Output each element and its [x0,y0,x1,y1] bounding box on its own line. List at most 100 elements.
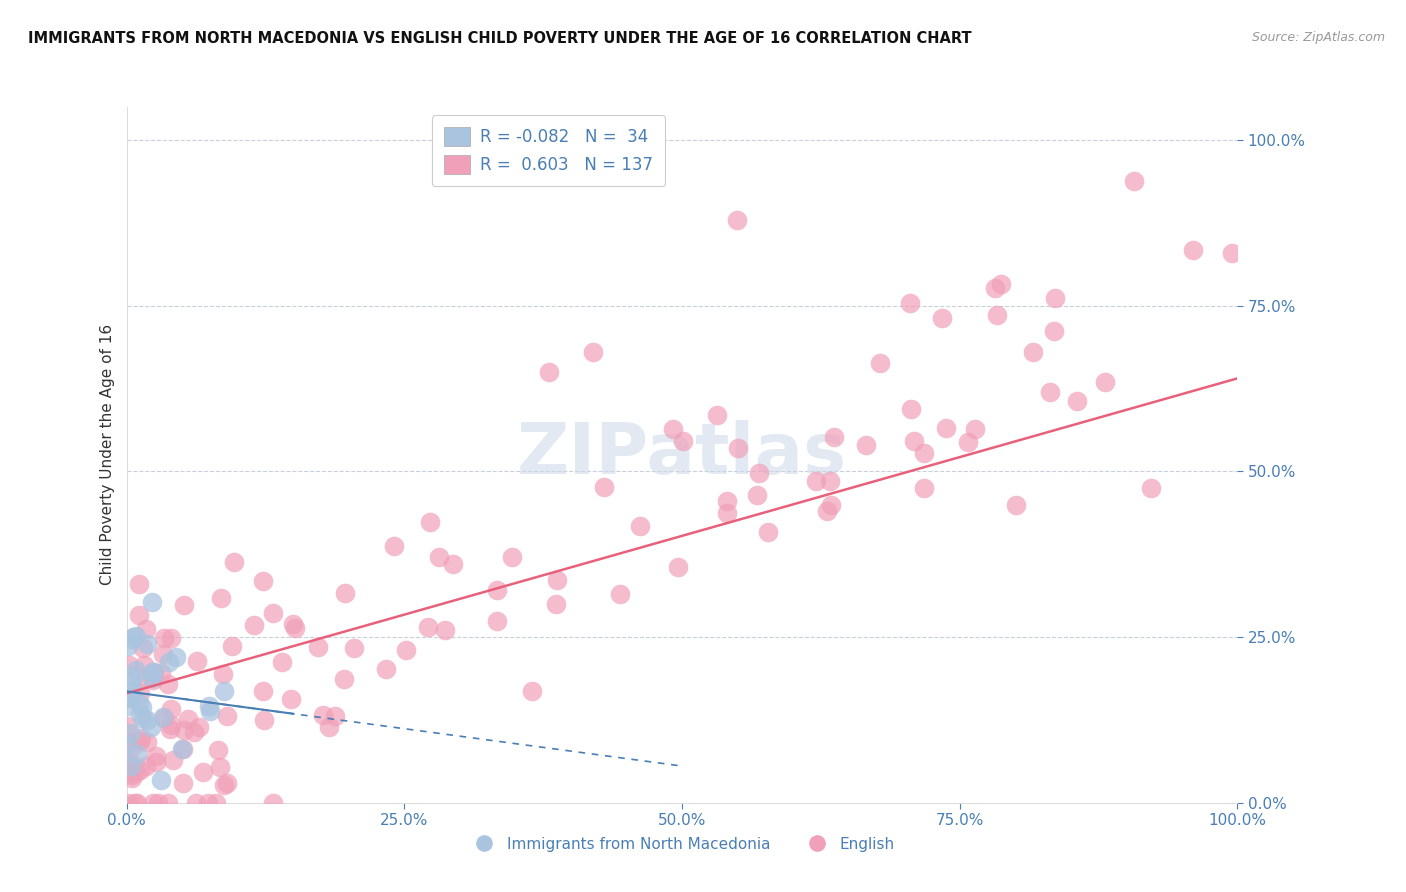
Point [242,618,264,632]
Point [125,663,148,677]
Point [141,720,163,734]
Point [125,796,148,810]
Point [284,621,307,635]
Point [191,765,214,780]
Point [311,708,333,723]
Point [115,738,138,752]
Point [121,630,143,644]
Point [120,678,142,692]
Point [747,467,769,481]
Point [145,756,167,770]
Point [215,776,238,790]
Point [186,796,208,810]
Point [869,355,891,369]
Point [1140,481,1163,495]
Point [149,773,172,788]
Point [177,712,200,726]
Y-axis label: Child Poverty Under the Age of 16: Child Poverty Under the Age of 16 [100,325,115,585]
Point [128,734,150,748]
Point [159,723,181,737]
Point [963,422,986,436]
Point [122,670,145,684]
Point [271,655,294,669]
Point [156,796,179,810]
Point [986,308,1008,322]
Point [183,724,205,739]
Point [172,776,194,790]
Point [222,555,245,569]
Point [125,765,148,780]
Point [135,670,157,684]
Point [121,772,143,786]
Point [983,280,1005,294]
Point [262,606,284,620]
Point [1123,174,1146,188]
Point [142,673,165,687]
Point [120,756,142,770]
Point [318,721,340,735]
Point [382,539,405,553]
Point [441,558,464,572]
Point [898,295,921,310]
Point [120,726,142,740]
Point [804,475,827,489]
Point [152,711,174,725]
Point [716,494,738,508]
Point [141,665,163,680]
Point [209,591,232,605]
Point [662,422,685,436]
Point [125,629,148,643]
Point [128,577,150,591]
Point [121,767,143,781]
Point [198,698,221,713]
Point [283,617,305,632]
Point [117,639,139,653]
Point [727,212,749,227]
Point [141,595,163,609]
Point [207,742,229,756]
Point [214,778,236,792]
Point [115,719,138,733]
Point [135,622,157,636]
Point [142,796,165,810]
Point [152,710,174,724]
Point [419,516,441,530]
Point [152,647,174,661]
Point [173,723,195,738]
Point [1043,291,1066,305]
Point [903,434,925,448]
Point [205,796,228,810]
Point [115,759,138,773]
Point [117,699,139,714]
Point [131,731,153,745]
Point [252,684,274,698]
Point [582,345,605,359]
Point [343,641,366,656]
Point [501,550,523,565]
Point [143,665,166,680]
Point [1005,499,1028,513]
Point [172,742,194,756]
Point [129,686,152,700]
Point [186,655,208,669]
Point [118,658,141,673]
Point [323,708,346,723]
Point [820,498,842,512]
Point [121,740,143,755]
Point [1094,376,1116,390]
Point [1066,394,1088,409]
Point [252,574,274,588]
Point [198,704,221,718]
Point [931,311,953,326]
Text: IMMIGRANTS FROM NORTH MACEDONIA VS ENGLISH CHILD POVERTY UNDER THE AGE OF 16 COR: IMMIGRANTS FROM NORTH MACEDONIA VS ENGLI… [28,31,972,46]
Point [128,607,150,622]
Text: Source: ZipAtlas.com: Source: ZipAtlas.com [1251,31,1385,45]
Point [160,702,183,716]
Point [172,742,194,756]
Point [125,747,148,761]
Point [486,614,509,628]
Point [131,700,153,714]
Point [546,597,568,611]
Point [145,748,167,763]
Point [142,665,165,679]
